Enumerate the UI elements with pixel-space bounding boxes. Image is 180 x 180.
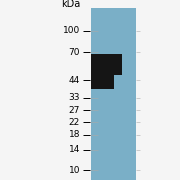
Text: 44: 44 xyxy=(69,76,80,85)
Text: 14: 14 xyxy=(69,145,80,154)
Text: 27: 27 xyxy=(69,105,80,114)
Bar xyxy=(91,54,122,75)
Text: 33: 33 xyxy=(69,93,80,102)
Bar xyxy=(91,75,114,89)
Text: 22: 22 xyxy=(69,118,80,127)
Text: 70: 70 xyxy=(69,48,80,57)
Text: kDa: kDa xyxy=(61,0,80,9)
Text: 10: 10 xyxy=(69,166,80,175)
Text: 18: 18 xyxy=(69,130,80,139)
Text: 100: 100 xyxy=(63,26,80,35)
Bar xyxy=(91,8,136,180)
